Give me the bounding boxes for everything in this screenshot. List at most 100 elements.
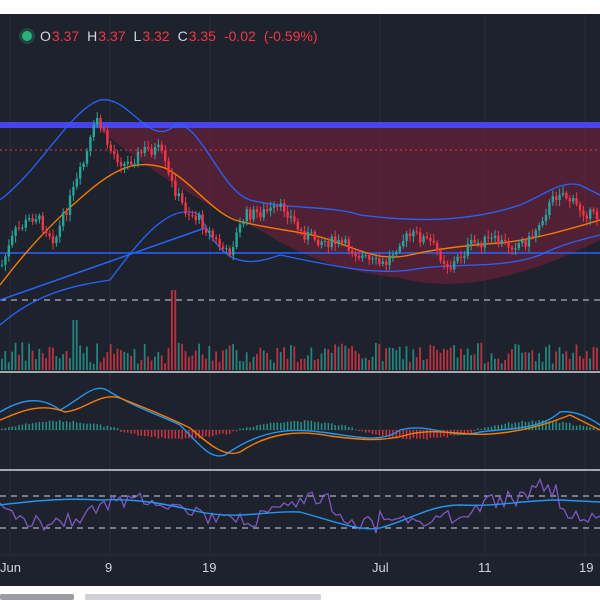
volume-bar (511, 349, 513, 370)
volume-bar (113, 353, 115, 370)
volume-bar (344, 345, 347, 370)
change-readout: -0.02 (223, 28, 256, 44)
volume-bar (154, 356, 156, 370)
volume-bars (1, 290, 598, 370)
volume-bar (279, 351, 282, 370)
macd-histogram-bar (552, 422, 554, 430)
bollinger-lower (0, 211, 600, 326)
live-status-dot-icon[interactable] (22, 31, 32, 41)
volume-bar (548, 344, 551, 370)
macd-histogram-bar (96, 424, 98, 430)
volume-bar (205, 358, 207, 370)
macd-histogram-bar (307, 420, 309, 430)
volume-bar (432, 345, 435, 370)
volume-bar (160, 355, 163, 370)
macd-histogram-bar (426, 430, 428, 440)
volume-bar (259, 347, 262, 370)
candle-body (136, 151, 140, 164)
volume-bar (307, 355, 309, 370)
volume-bar (55, 356, 58, 370)
volume-bar (538, 353, 540, 370)
volume-bar (347, 348, 350, 370)
volume-bar (480, 342, 483, 370)
x-axis-label-19b: 19 (579, 560, 594, 575)
volume-bar (460, 348, 462, 370)
macd-histogram-bar (314, 422, 316, 430)
volume-bar (242, 361, 245, 370)
volume-bar (69, 358, 71, 370)
candle-body (130, 161, 133, 165)
candle-body (232, 246, 235, 256)
candle-body (589, 209, 592, 219)
macd-histogram-bar (337, 425, 340, 430)
macd-histogram-bar (460, 430, 462, 434)
candle-body (565, 193, 568, 199)
candle-body (143, 146, 146, 153)
macd-histogram-bar (317, 421, 319, 430)
candle-body (286, 211, 289, 218)
candle-body (272, 205, 276, 208)
macd-histogram-bar (65, 421, 68, 430)
macd-histogram-bar (59, 420, 61, 430)
macd-histogram-bar (477, 428, 479, 430)
macd-histogram-bar (297, 421, 299, 430)
candle-body (398, 246, 401, 252)
macd-histogram-bar (208, 430, 211, 437)
macd-histogram-bar (201, 430, 204, 437)
macd-histogram-bar (419, 430, 421, 439)
low-readout: L 3.32 (133, 28, 170, 44)
candle-body (187, 213, 191, 216)
volume-bar (409, 361, 411, 370)
volume-bar (497, 358, 500, 370)
macd-histogram-bar (569, 422, 571, 430)
macd-histogram-bar (344, 425, 347, 430)
macd-histogram-bar (487, 427, 489, 430)
volume-bar (58, 358, 61, 370)
macd-histogram-bar (157, 430, 160, 439)
macd-panel (0, 387, 600, 457)
scrollbar-track-left[interactable] (0, 594, 74, 600)
macd-histogram-bar (232, 430, 234, 432)
volume-bar (572, 352, 574, 370)
candle-body (259, 212, 262, 218)
volume-bar (514, 343, 517, 370)
volume-bar (239, 360, 241, 370)
candle-body (402, 240, 405, 247)
volume-bar (398, 346, 401, 370)
candle-body (493, 235, 497, 238)
candle-body (320, 241, 323, 246)
macd-histogram-bar (198, 430, 200, 439)
macd-histogram-bar (235, 430, 238, 432)
volume-bar (235, 350, 238, 370)
volume-bar (7, 362, 10, 370)
candle-body (7, 245, 10, 257)
macd-histogram-bar (473, 430, 476, 431)
candle-body (514, 248, 517, 250)
volume-bar (245, 352, 248, 370)
candle-body (592, 209, 595, 212)
candle-body (408, 233, 412, 237)
macd-histogram-bar (293, 420, 296, 430)
scrollbar-thumb[interactable] (85, 594, 321, 600)
trend-line (0, 227, 206, 301)
candle-body (330, 236, 333, 248)
candle-body (429, 237, 432, 241)
macd-line (0, 387, 600, 457)
volume-bar (429, 344, 432, 370)
candle-body (68, 195, 72, 215)
candle-body (327, 240, 330, 248)
volume-bar (388, 347, 391, 370)
candle-body (555, 196, 558, 200)
macd-histogram-bar (562, 421, 564, 430)
candle-body (204, 228, 208, 233)
candle-body (439, 250, 442, 261)
macd-histogram-bar (55, 421, 58, 430)
volume-bar (164, 363, 166, 370)
candle-body (221, 246, 225, 250)
macd-histogram-bar (361, 430, 364, 432)
macd-histogram-bar (382, 430, 384, 437)
candle-body (102, 128, 106, 131)
candle-body (62, 212, 65, 226)
